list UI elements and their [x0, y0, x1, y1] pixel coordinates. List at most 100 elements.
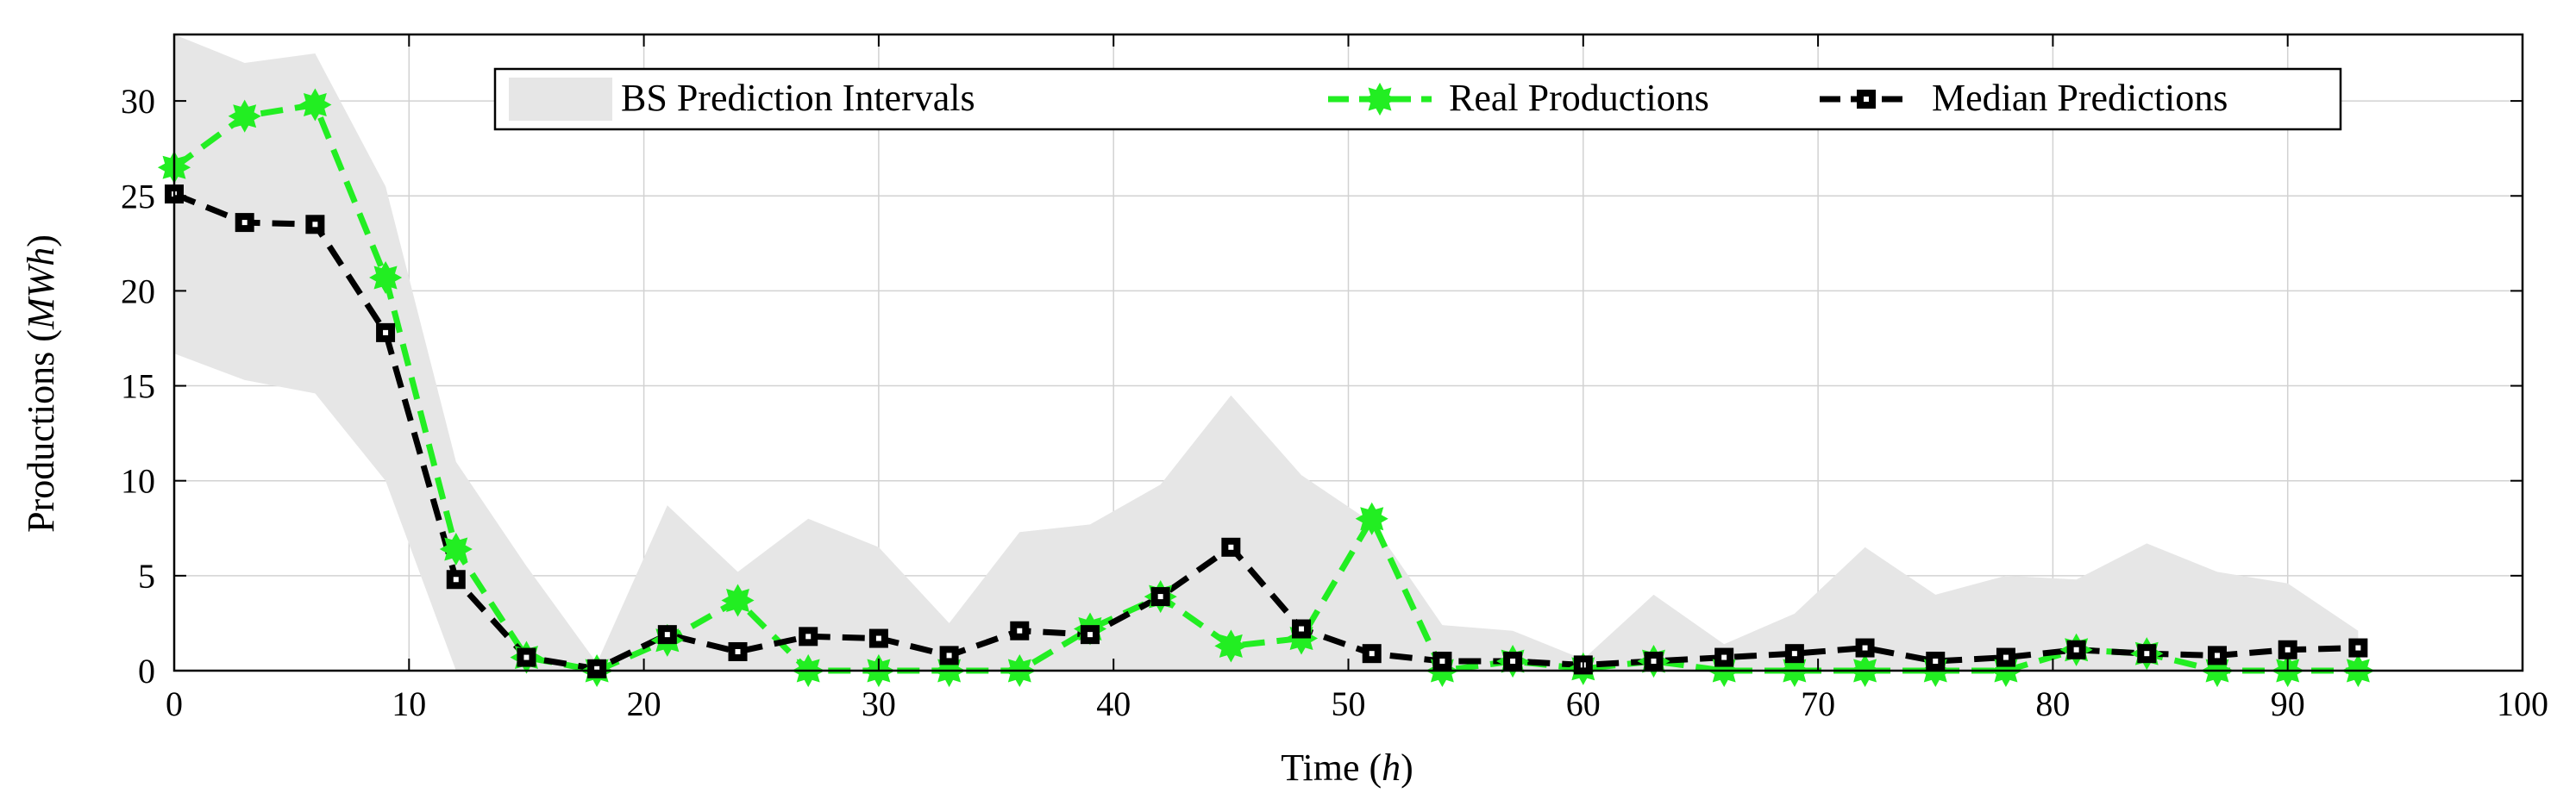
median-predictions-point-dot [1228, 544, 1234, 550]
median-predictions-point-dot [664, 632, 670, 638]
legend-median-label: Median Predictions [1932, 77, 2228, 119]
x-axis-label-close-paren: ) [1401, 747, 1413, 789]
median-predictions-point-dot [1299, 626, 1305, 632]
median-predictions-point [2348, 638, 2368, 658]
x-axis-label-open-paren: ( [1360, 747, 1382, 789]
x-tick-label: 50 [1332, 684, 1366, 723]
median-predictions-point [1362, 644, 1382, 664]
axis-ticks: 0 10 20 30 40 50 60 70 80 90 100 0 5 10 15 20 25 30 [121, 34, 2548, 723]
y-tick-label: 20 [121, 272, 155, 310]
y-axis-label: Productions (MWh) [20, 234, 62, 533]
median-predictions-point-dot [241, 220, 248, 226]
x-tick-label: 40 [1096, 684, 1131, 723]
median-predictions-point [1855, 638, 1875, 658]
legend-real-star [1363, 82, 1397, 116]
median-predictions-point-dot [1791, 651, 1797, 657]
real-productions-point [1355, 502, 1388, 535]
y-tick-label: 30 [121, 82, 155, 121]
median-predictions-point-dot [2355, 645, 2361, 651]
median-predictions-point-dot [1017, 628, 1023, 634]
median-predictions-point [1221, 537, 1241, 557]
median-predictions-point [2137, 644, 2157, 664]
median-predictions-line [172, 191, 2359, 672]
median-predictions-point [1432, 651, 1452, 671]
median-predictions-point-dot [2215, 653, 2221, 659]
median-predictions-point-dot [1651, 658, 1657, 664]
median-predictions-point [2066, 640, 2086, 659]
median-predictions-point-dot [1369, 651, 1375, 657]
x-axis-label: Time (h) [1281, 747, 1413, 789]
median-predictions-point [1292, 619, 1312, 639]
legend-real-label: Real Productions [1449, 77, 1709, 119]
median-predictions-point-dot [2144, 651, 2150, 657]
y-tick-label: 5 [138, 557, 155, 596]
median-predictions-point [1926, 651, 1946, 671]
median-predictions-point-dot [1157, 594, 1163, 600]
median-predictions-point [657, 625, 677, 645]
median-predictions-point [1010, 621, 1030, 640]
median-predictions-point-dot [1439, 658, 1445, 664]
y-tick-label: 10 [121, 462, 155, 501]
median-predictions-point-dot [1862, 645, 1868, 651]
real-productions-point [228, 99, 261, 133]
legend-median-square-dot [1864, 97, 1869, 102]
prediction-interval-band [174, 34, 2359, 671]
real-productions-point [1214, 629, 1248, 663]
median-predictions-point-dot [2073, 647, 2079, 653]
median-predictions-point-dot [1721, 654, 1727, 660]
median-predictions-point-dot [383, 329, 389, 335]
median-predictions-point [939, 646, 959, 665]
median-predictions-point-dot [735, 648, 741, 654]
median-predictions-point [1150, 587, 1170, 607]
median-predictions-point-dot [1087, 632, 1093, 638]
x-tick-label: 100 [2497, 684, 2548, 723]
median-predictions-point-dot [2285, 647, 2291, 653]
median-predictions-point [1080, 625, 1100, 645]
real-productions-point [439, 532, 473, 566]
x-axis-label-text: Time [1281, 747, 1359, 789]
prediction-interval-area [174, 34, 2359, 671]
x-tick-label: 30 [862, 684, 896, 723]
median-predictions-point [517, 647, 536, 667]
y-axis-label-text: Productions [20, 352, 62, 533]
median-predictions-point [1644, 651, 1664, 671]
median-predictions-point [1714, 647, 1734, 667]
x-tick-label: 90 [2271, 684, 2305, 723]
y-tick-label: 0 [138, 652, 155, 690]
median-predictions-point-dot [1933, 658, 1939, 664]
x-tick-label: 10 [392, 684, 426, 723]
legend-real-marker [1363, 82, 1397, 116]
median-predictions-point [868, 628, 888, 648]
legend-median-marker [1857, 90, 1876, 109]
median-predictions-point-dot [523, 654, 530, 660]
legend-median-square [1857, 90, 1876, 109]
y-axis-label-unit: MWh [20, 247, 62, 330]
median-predictions-point-dot [312, 222, 318, 228]
median-predictions-point [1996, 647, 2015, 667]
legend-box [493, 67, 2342, 131]
median-predictions-point-dot [1510, 658, 1516, 664]
median-predictions-point-dot [946, 653, 952, 659]
median-predictions-point-dot [594, 665, 600, 672]
legend-band-label: BS Prediction Intervals [621, 77, 975, 119]
y-axis-label-open-paren: ( [20, 329, 62, 352]
real-productions-point [721, 584, 755, 617]
median-predictions-point [587, 659, 607, 678]
median-predictions-point [799, 627, 818, 647]
median-predictions-point [728, 641, 748, 661]
median-predictions-point-dot [805, 634, 812, 640]
median-predictions-point [2278, 640, 2297, 659]
legend-band-swatch [509, 78, 612, 121]
median-predictions-point-dot [453, 577, 459, 583]
median-predictions-point [2208, 646, 2228, 665]
real-productions-point [298, 88, 332, 122]
legend: BS Prediction Intervals Real Productions… [493, 67, 2342, 131]
median-predictions-point-dot [875, 635, 881, 641]
x-tick-label: 70 [1801, 684, 1835, 723]
median-predictions-point [1784, 644, 1804, 664]
y-axis-label-close-paren: ) [20, 234, 62, 247]
median-predictions-point [235, 213, 254, 233]
median-predictions-point [1503, 651, 1523, 671]
median-predictions-point [376, 322, 396, 342]
